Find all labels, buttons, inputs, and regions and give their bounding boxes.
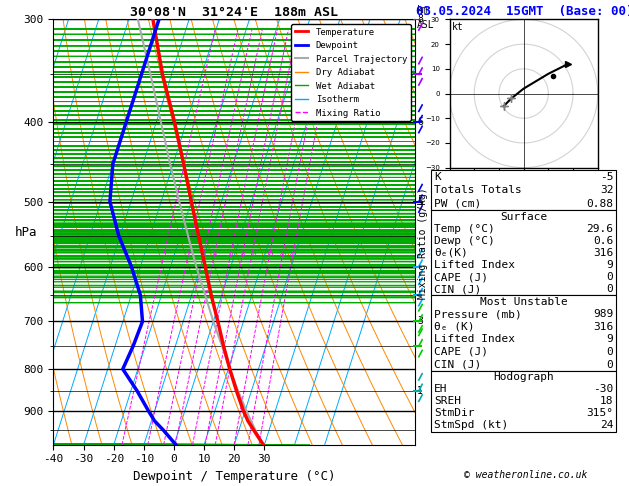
Text: Pressure (mb): Pressure (mb) [434, 309, 522, 319]
Text: EH: EH [434, 384, 447, 394]
Text: 20: 20 [279, 251, 287, 258]
Text: 29.6: 29.6 [586, 224, 613, 234]
Text: 316: 316 [593, 248, 613, 258]
Text: Hodograph: Hodograph [493, 372, 554, 382]
Text: -5: -5 [600, 172, 613, 182]
Text: SREH: SREH [434, 396, 461, 406]
Text: -30: -30 [593, 384, 613, 394]
X-axis label: Dewpoint / Temperature (°C): Dewpoint / Temperature (°C) [133, 470, 335, 483]
Text: 4: 4 [213, 251, 216, 258]
Text: © weatheronline.co.uk: © weatheronline.co.uk [464, 470, 587, 480]
Text: 32: 32 [600, 185, 613, 195]
Text: 8: 8 [417, 15, 423, 24]
Text: hPa: hPa [15, 226, 38, 239]
Text: Temp (°C): Temp (°C) [434, 224, 495, 234]
Text: StmSpd (kt): StmSpd (kt) [434, 420, 508, 431]
Text: Dewp (°C): Dewp (°C) [434, 236, 495, 246]
Text: 03.05.2024  15GMT  (Base: 00): 03.05.2024 15GMT (Base: 00) [416, 5, 629, 18]
Legend: Temperature, Dewpoint, Parcel Trajectory, Dry Adiabat, Wet Adiabat, Isotherm, Mi: Temperature, Dewpoint, Parcel Trajectory… [291, 24, 411, 122]
Text: 0.6: 0.6 [593, 236, 613, 246]
Text: StmDir: StmDir [434, 408, 474, 418]
Text: CAPE (J): CAPE (J) [434, 347, 488, 357]
Text: Lifted Index: Lifted Index [434, 260, 515, 270]
Text: 3: 3 [417, 316, 423, 327]
Text: 0: 0 [606, 347, 613, 357]
Text: 9: 9 [606, 334, 613, 345]
Text: Totals Totals: Totals Totals [434, 185, 522, 195]
Text: K: K [434, 172, 441, 182]
Text: 24: 24 [600, 420, 613, 431]
Text: 6: 6 [228, 251, 233, 258]
Text: CIN (J): CIN (J) [434, 360, 481, 369]
Text: Surface: Surface [500, 211, 547, 222]
Text: 15: 15 [265, 251, 274, 258]
Text: θₑ(K): θₑ(K) [434, 248, 468, 258]
Text: 0: 0 [606, 284, 613, 295]
Text: 25: 25 [289, 251, 297, 258]
Text: 0: 0 [606, 360, 613, 369]
Text: 989: 989 [593, 309, 613, 319]
Text: Most Unstable: Most Unstable [480, 297, 567, 307]
Text: 316: 316 [593, 322, 613, 332]
Text: 315°: 315° [586, 408, 613, 418]
Text: kt: kt [452, 22, 464, 32]
Text: 8: 8 [240, 251, 245, 258]
Text: Mixing Ratio (g/kg): Mixing Ratio (g/kg) [418, 187, 428, 299]
Text: 6: 6 [417, 117, 423, 127]
Text: Lifted Index: Lifted Index [434, 334, 515, 345]
Text: 0: 0 [606, 272, 613, 282]
Text: 18: 18 [600, 396, 613, 406]
Text: km: km [417, 5, 429, 15]
Text: θₑ (K): θₑ (K) [434, 322, 474, 332]
Text: 0.88: 0.88 [586, 199, 613, 208]
Text: 1: 1 [417, 386, 423, 396]
Text: ASL: ASL [417, 20, 435, 30]
Text: 5: 5 [417, 196, 423, 207]
Text: 1: 1 [162, 251, 166, 258]
Text: 30°08'N  31°24'E  188m ASL: 30°08'N 31°24'E 188m ASL [130, 6, 338, 18]
Text: PW (cm): PW (cm) [434, 199, 481, 208]
Text: 9: 9 [606, 260, 613, 270]
Text: CIN (J): CIN (J) [434, 284, 481, 295]
Text: 10: 10 [248, 251, 256, 258]
Text: 2: 2 [186, 251, 191, 258]
Text: 3: 3 [201, 251, 206, 258]
Text: CAPE (J): CAPE (J) [434, 272, 488, 282]
